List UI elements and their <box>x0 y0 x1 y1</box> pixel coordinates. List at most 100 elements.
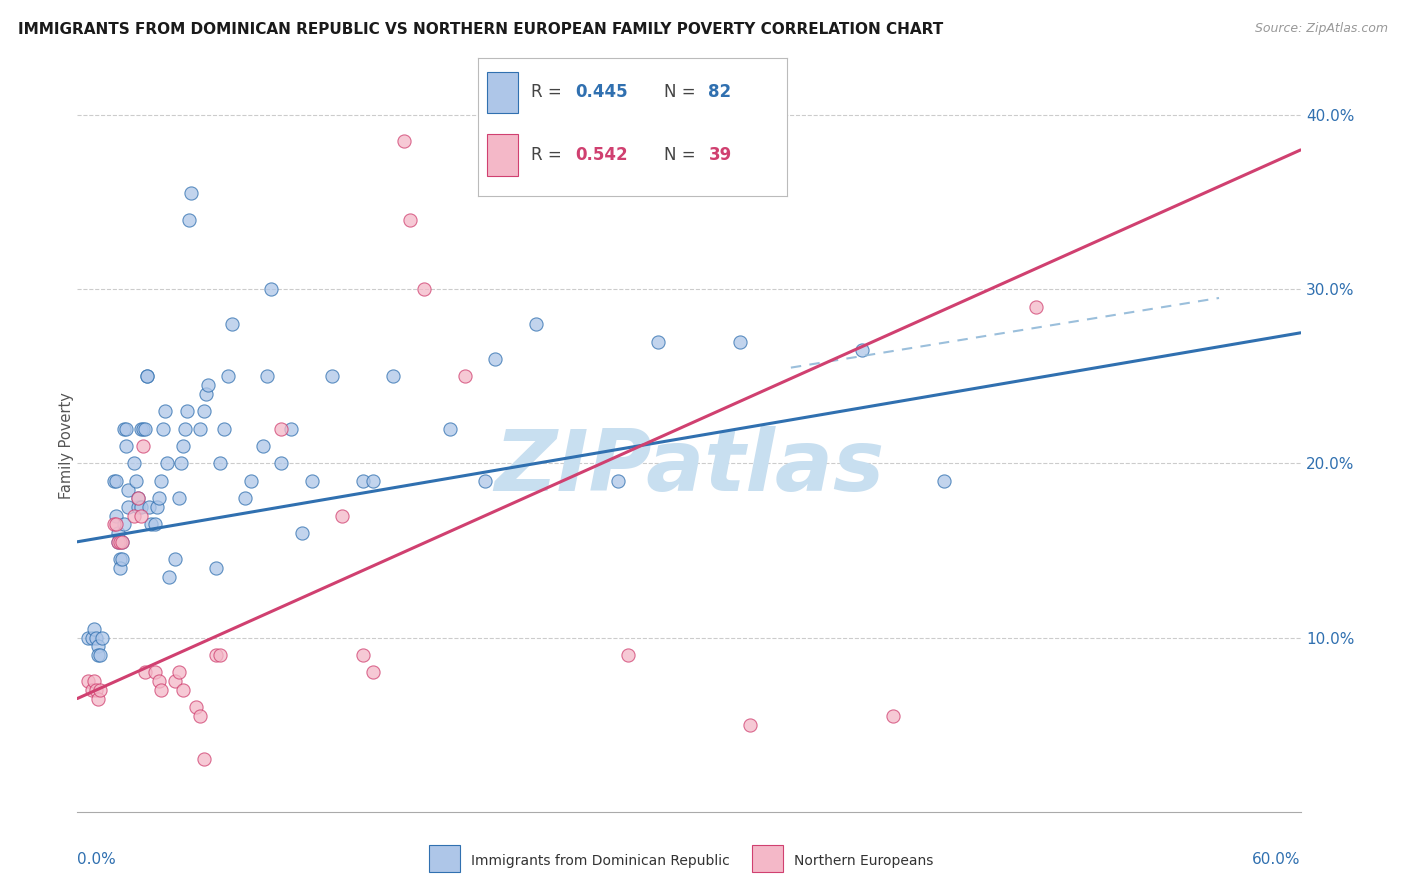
Point <box>80 682 103 697</box>
Point <box>270 457 292 471</box>
Point <box>84 631 107 645</box>
Point <box>128 500 150 514</box>
Point <box>103 474 125 488</box>
Text: N =: N = <box>664 83 700 101</box>
Point <box>87 648 110 662</box>
Text: 82: 82 <box>709 83 731 101</box>
Bar <box>488 71 519 113</box>
Point <box>176 404 198 418</box>
Point <box>169 665 191 680</box>
Point <box>524 317 547 331</box>
Point <box>165 674 187 689</box>
Point <box>117 483 139 497</box>
Point <box>212 421 235 435</box>
Point <box>76 631 98 645</box>
Point <box>131 421 153 435</box>
Point <box>149 682 172 697</box>
Point <box>87 640 110 654</box>
Point <box>352 474 374 488</box>
Point <box>172 439 194 453</box>
Point <box>124 457 146 471</box>
Point <box>80 631 103 645</box>
Point <box>107 526 129 541</box>
Point <box>157 569 180 583</box>
Point <box>188 421 211 435</box>
Point <box>221 317 243 331</box>
Point <box>131 439 153 453</box>
Point <box>128 491 150 506</box>
Point <box>90 631 112 645</box>
Point <box>112 517 135 532</box>
Point <box>111 534 134 549</box>
Point <box>647 334 669 349</box>
Point <box>291 526 314 541</box>
Point <box>252 439 274 453</box>
Point <box>301 474 323 488</box>
Text: Immigrants from Dominican Republic: Immigrants from Dominican Republic <box>471 854 730 868</box>
Point <box>382 369 405 384</box>
Point <box>125 474 148 488</box>
Point <box>174 421 197 435</box>
Point <box>205 648 228 662</box>
Point <box>146 500 169 514</box>
Point <box>193 404 215 418</box>
Point <box>851 343 873 358</box>
Point <box>108 534 131 549</box>
Point <box>139 517 162 532</box>
Point <box>209 457 232 471</box>
Text: 39: 39 <box>709 145 731 164</box>
Point <box>124 508 146 523</box>
Point <box>111 552 134 566</box>
Text: Northern Europeans: Northern Europeans <box>794 854 934 868</box>
Point <box>398 212 420 227</box>
Point <box>103 517 125 532</box>
Point <box>606 474 628 488</box>
Point <box>112 421 135 435</box>
Point <box>134 665 156 680</box>
Point <box>188 709 211 723</box>
Point <box>332 508 354 523</box>
Point <box>87 691 110 706</box>
Point <box>454 369 477 384</box>
Point <box>209 648 232 662</box>
Point <box>128 491 150 506</box>
Point <box>740 717 762 731</box>
Point <box>474 474 496 488</box>
Point <box>180 186 202 201</box>
Point <box>105 474 128 488</box>
Point <box>932 474 955 488</box>
Point <box>115 421 138 435</box>
Bar <box>488 134 519 176</box>
Point <box>156 457 179 471</box>
Point <box>108 561 131 575</box>
Point <box>84 682 107 697</box>
Point <box>148 491 170 506</box>
Point <box>617 648 640 662</box>
Point <box>170 457 193 471</box>
Point <box>129 421 152 435</box>
Point <box>83 622 105 636</box>
Point <box>179 212 201 227</box>
Point <box>197 378 219 392</box>
Point <box>361 665 384 680</box>
Point <box>89 682 111 697</box>
Point <box>153 404 176 418</box>
Text: 0.542: 0.542 <box>575 145 628 164</box>
Point <box>152 421 174 435</box>
Point <box>83 674 105 689</box>
Point <box>882 709 904 723</box>
Point <box>260 282 283 296</box>
Point <box>76 674 98 689</box>
Text: 0.445: 0.445 <box>575 83 628 101</box>
Point <box>148 674 170 689</box>
Point <box>439 421 461 435</box>
Point <box>149 474 172 488</box>
Point <box>89 648 111 662</box>
Point <box>107 534 129 549</box>
Point <box>270 421 292 435</box>
Point <box>352 648 374 662</box>
Text: IMMIGRANTS FROM DOMINICAN REPUBLIC VS NORTHERN EUROPEAN FAMILY POVERTY CORRELATI: IMMIGRANTS FROM DOMINICAN REPUBLIC VS NO… <box>18 22 943 37</box>
Point <box>143 665 166 680</box>
Point <box>392 134 415 148</box>
Y-axis label: Family Poverty: Family Poverty <box>59 392 73 500</box>
